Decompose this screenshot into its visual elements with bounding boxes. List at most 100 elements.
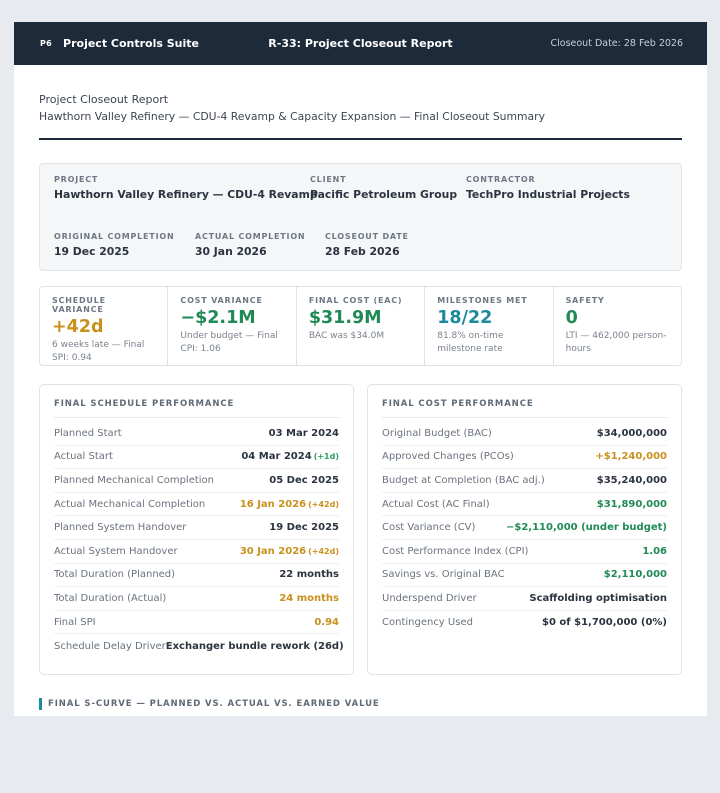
kpi-label: COST VARIANCE bbox=[180, 296, 263, 305]
table-row: Approved Changes (PCOs) +$1,240,000 bbox=[382, 446, 667, 470]
row-label: Budget at Completion (BAC adj.) bbox=[382, 474, 545, 486]
row-label: Cost Performance Index (CPI) bbox=[382, 545, 529, 557]
row-value: 1.06 bbox=[642, 545, 667, 557]
row-label: Planned System Handover bbox=[54, 522, 187, 534]
info-client: CLIENT Pacific Petroleum Group bbox=[310, 175, 457, 201]
cost-rows: Original Budget (BAC) $34,000,000 Approv… bbox=[382, 418, 667, 634]
panel-title: FINAL COST PERFORMANCE bbox=[382, 399, 667, 418]
performance-panels: FINAL SCHEDULE PERFORMANCE Planned Start… bbox=[39, 384, 682, 675]
row-delta: (+42d) bbox=[308, 546, 339, 556]
table-row: Savings vs. Original BAC $2,110,000 bbox=[382, 564, 667, 588]
table-row: Actual Start 04 Mar 2024 (+1d) bbox=[54, 446, 339, 470]
info-value: Hawthorn Valley Refinery — CDU-4 Revamp bbox=[54, 188, 318, 201]
row-value: Exchanger bundle rework (26d) bbox=[166, 641, 344, 652]
project-info-box: PROJECT Hawthorn Valley Refinery — CDU-4… bbox=[39, 163, 682, 271]
kpi-label: SCHEDULE VARIANCE bbox=[52, 296, 106, 314]
info-label: CLOSEOUT DATE bbox=[325, 232, 409, 241]
row-label: Planned Mechanical Completion bbox=[54, 474, 215, 486]
row-value-text: 16 Jan 2026 bbox=[239, 498, 307, 510]
info-actual-completion: ACTUAL COMPLETION 30 Jan 2026 bbox=[195, 232, 305, 258]
row-value: 16 Jan 2026 (+42d) bbox=[240, 499, 339, 510]
info-label: CLIENT bbox=[310, 175, 347, 184]
table-row: Actual System Handover 30 Jan 2026 (+42d) bbox=[54, 540, 339, 564]
cost-performance-panel: FINAL COST PERFORMANCE Original Budget (… bbox=[367, 384, 682, 675]
row-value-text: 04 Mar 2024 bbox=[241, 451, 312, 463]
row-label: Final SPI bbox=[54, 616, 96, 628]
row-label: Total Duration (Actual) bbox=[54, 592, 167, 604]
table-row: Schedule Delay Driver Exchanger bundle r… bbox=[54, 634, 344, 658]
section-title: FINAL S-CURVE — PLANNED VS. ACTUAL VS. E… bbox=[48, 699, 380, 709]
kpi-note: BAC was $34.0M bbox=[308, 331, 385, 341]
table-row: Actual Mechanical Completion 16 Jan 2026… bbox=[54, 493, 339, 517]
title-divider bbox=[39, 138, 682, 140]
row-value-text: 24 months bbox=[279, 592, 339, 604]
row-value-text: 22 months bbox=[279, 569, 339, 581]
table-row: Underspend Driver Scaffolding optimisati… bbox=[382, 587, 667, 611]
row-label: Actual Start bbox=[54, 451, 113, 463]
table-row: Cost Variance (CV) −$2,110,000 (under bu… bbox=[382, 516, 667, 540]
row-label: Actual System Handover bbox=[54, 545, 178, 557]
row-value: −$2,110,000 (under budget) bbox=[505, 522, 667, 534]
info-label: CONTRACTOR bbox=[466, 175, 536, 184]
info-project: PROJECT Hawthorn Valley Refinery — CDU-4… bbox=[54, 175, 318, 201]
kpi-strip: SCHEDULE VARIANCE +42d 6 weeks late — Fi… bbox=[39, 286, 682, 366]
top-bar: P6 Project Controls Suite R-33: Project … bbox=[14, 22, 707, 65]
row-value: $34,000,000 bbox=[596, 427, 667, 439]
kpi-note: 6 weeks late — Final SPI: 0.94 bbox=[52, 340, 145, 363]
table-row: Planned Start 03 Mar 2024 bbox=[54, 422, 339, 446]
info-value: 28 Feb 2026 bbox=[325, 245, 400, 258]
row-value: 22 months bbox=[279, 569, 339, 580]
table-row: Planned Mechanical Completion 05 Dec 202… bbox=[54, 469, 339, 493]
row-label: Cost Variance (CV) bbox=[382, 522, 476, 534]
kpi-milestones-met: MILESTONES MET 18/22 81.8% on-time miles… bbox=[425, 287, 554, 365]
table-row: Cost Performance Index (CPI) 1.06 bbox=[382, 540, 667, 564]
app-logo: P6 bbox=[40, 39, 53, 48]
kpi-note: Under budget — Final CPI: 1.06 bbox=[180, 331, 278, 354]
row-value: 03 Mar 2024 bbox=[269, 428, 339, 439]
row-label: Schedule Delay Driver bbox=[54, 640, 166, 652]
kpi-value: $31.9M bbox=[308, 308, 382, 328]
schedule-performance-panel: FINAL SCHEDULE PERFORMANCE Planned Start… bbox=[39, 384, 354, 675]
info-closeout-date: CLOSEOUT DATE 28 Feb 2026 bbox=[325, 232, 409, 258]
row-value: 30 Jan 2026 (+42d) bbox=[240, 546, 339, 557]
row-value: $2,110,000 bbox=[603, 569, 667, 581]
section-accent-bar bbox=[39, 698, 42, 710]
row-label: Planned Start bbox=[54, 427, 122, 439]
row-label: Approved Changes (PCOs) bbox=[382, 451, 514, 463]
document-subtitle: Hawthorn Valley Refinery — CDU-4 Revamp … bbox=[39, 110, 545, 123]
kpi-value: −$2.1M bbox=[180, 308, 256, 328]
table-row: Final SPI 0.94 bbox=[54, 611, 339, 635]
kpi-value: 18/22 bbox=[437, 308, 493, 328]
table-row: Contingency Used $0 of $1,700,000 (0%) bbox=[382, 611, 667, 635]
kpi-note: LTI — 462,000 person-hours bbox=[565, 331, 667, 354]
kpi-label: FINAL COST (EAC) bbox=[308, 296, 403, 305]
info-contractor: CONTRACTOR TechPro Industrial Projects bbox=[466, 175, 630, 201]
app-title: Project Controls Suite bbox=[63, 37, 200, 50]
table-row: Actual Cost (AC Final) $31,890,000 bbox=[382, 493, 667, 517]
table-row: Total Duration (Actual) 24 months bbox=[54, 587, 339, 611]
row-value-text: 30 Jan 2026 bbox=[239, 545, 307, 557]
row-value: 0.94 bbox=[314, 617, 339, 628]
s-curve-section-header: FINAL S-CURVE — PLANNED VS. ACTUAL VS. E… bbox=[39, 698, 682, 710]
row-delta: (+1d) bbox=[313, 452, 339, 462]
schedule-rows: Planned Start 03 Mar 2024 Actual Start 0… bbox=[54, 418, 344, 658]
kpi-schedule-variance: SCHEDULE VARIANCE +42d 6 weeks late — Fi… bbox=[40, 287, 169, 365]
table-row: Planned System Handover 19 Dec 2025 bbox=[54, 516, 339, 540]
row-label: Original Budget (BAC) bbox=[382, 427, 492, 439]
row-label: Underspend Driver bbox=[382, 592, 477, 604]
row-value: $31,890,000 bbox=[596, 498, 667, 510]
row-value: 19 Dec 2025 bbox=[269, 522, 339, 533]
row-value-text: 19 Dec 2025 bbox=[269, 522, 339, 534]
row-value: $0 of $1,700,000 (0%) bbox=[542, 617, 667, 629]
row-value-text: Exchanger bundle rework (26d) bbox=[165, 640, 344, 652]
kpi-label: MILESTONES MET bbox=[437, 296, 528, 305]
panel-title: FINAL SCHEDULE PERFORMANCE bbox=[54, 399, 339, 418]
kpi-cost-variance: COST VARIANCE −$2.1M Under budget — Fina… bbox=[168, 287, 297, 365]
kpi-label: SAFETY bbox=[565, 296, 605, 305]
report-content: Project Closeout Report Hawthorn Valley … bbox=[14, 65, 707, 716]
kpi-value: +42d bbox=[52, 317, 104, 337]
row-label: Actual Cost (AC Final) bbox=[382, 498, 490, 510]
report-page: P6 Project Controls Suite R-33: Project … bbox=[14, 22, 707, 716]
info-label: PROJECT bbox=[54, 175, 99, 184]
closeout-date-label: Closeout Date: 28 Feb 2026 bbox=[550, 38, 683, 49]
